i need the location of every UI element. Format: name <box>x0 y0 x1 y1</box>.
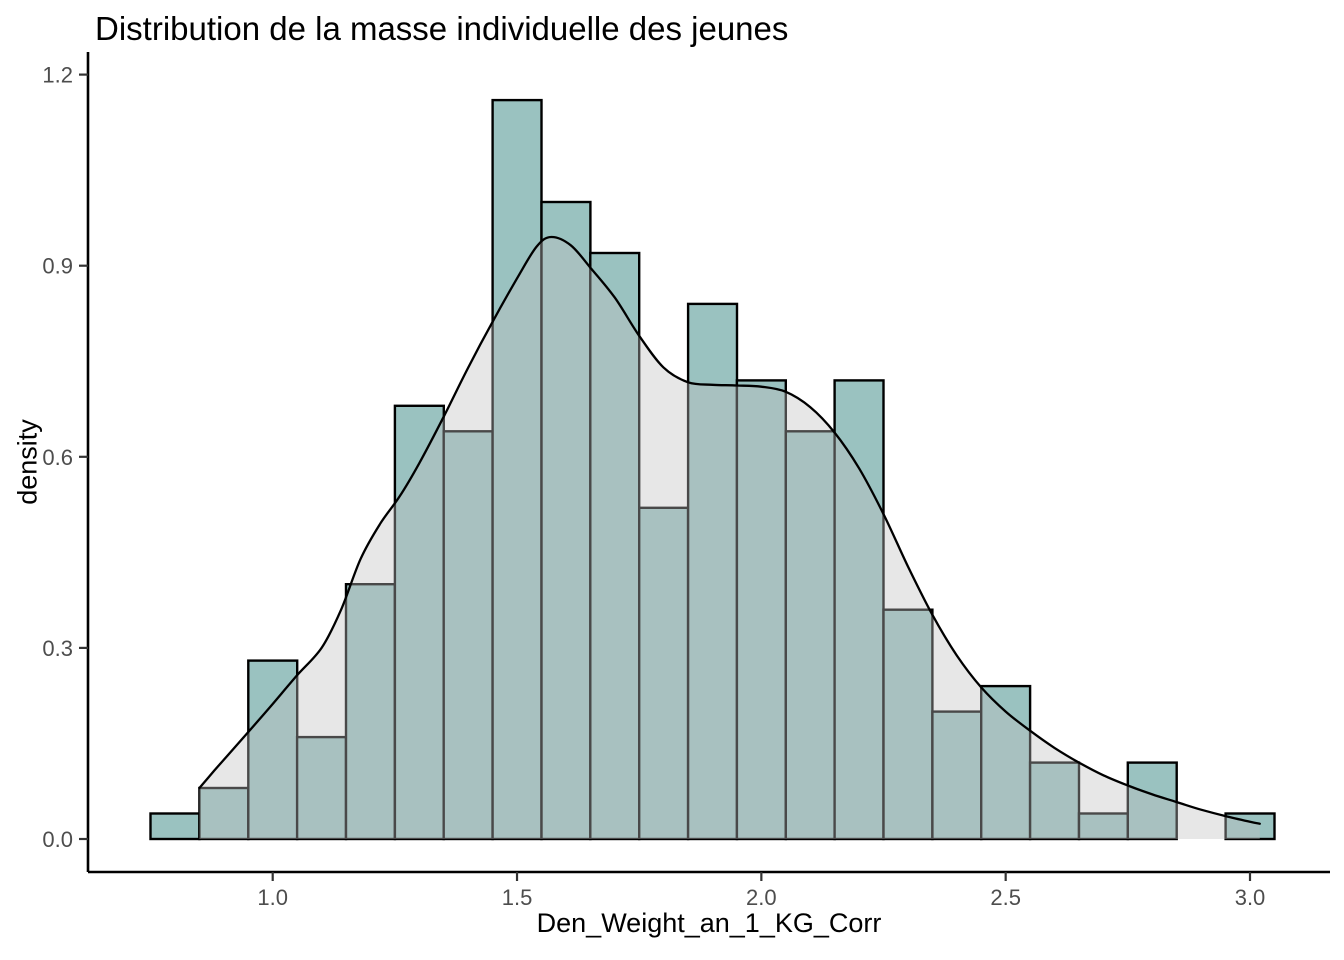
histogram-bar <box>442 430 494 841</box>
x-tick-label: 2.0 <box>746 885 777 910</box>
histogram-bar <box>1077 812 1130 841</box>
chart-title: Distribution de la masse individuelle de… <box>95 10 789 47</box>
histogram-bar <box>540 200 592 841</box>
y-tick-label: 0.6 <box>42 445 73 470</box>
x-tick-label: 1.5 <box>502 885 533 910</box>
histogram-bar <box>247 659 299 841</box>
histogram-bar <box>198 786 250 841</box>
histogram-bar <box>491 98 543 841</box>
histogram-bar <box>833 379 885 841</box>
histogram-bar <box>1126 761 1178 841</box>
density-area <box>199 236 1260 839</box>
x-tick-label: 2.5 <box>990 885 1021 910</box>
histogram-bar <box>931 710 983 841</box>
histogram-bar <box>393 404 445 841</box>
histogram-bar <box>735 379 788 841</box>
histogram-bar <box>589 251 641 841</box>
x-tick-label: 1.0 <box>257 885 288 910</box>
histogram-bar <box>980 684 1032 841</box>
y-tick-label: 0.3 <box>42 636 73 661</box>
y-axis-title: density <box>12 419 43 505</box>
density-curve <box>198 235 1261 825</box>
y-tick-label: 1.2 <box>42 63 73 88</box>
y-tick-label: 0.9 <box>42 254 73 279</box>
histogram-bar <box>784 430 836 841</box>
y-tick-label: 0.0 <box>42 827 73 852</box>
histogram-bar <box>149 812 201 841</box>
histogram-bar <box>1028 761 1081 841</box>
histogram-bar <box>295 735 348 841</box>
x-tick-label: 3.0 <box>1235 885 1266 910</box>
histogram-bar <box>638 506 690 841</box>
x-axis-title: Den_Weight_an_1_KG_Corr <box>536 908 882 938</box>
